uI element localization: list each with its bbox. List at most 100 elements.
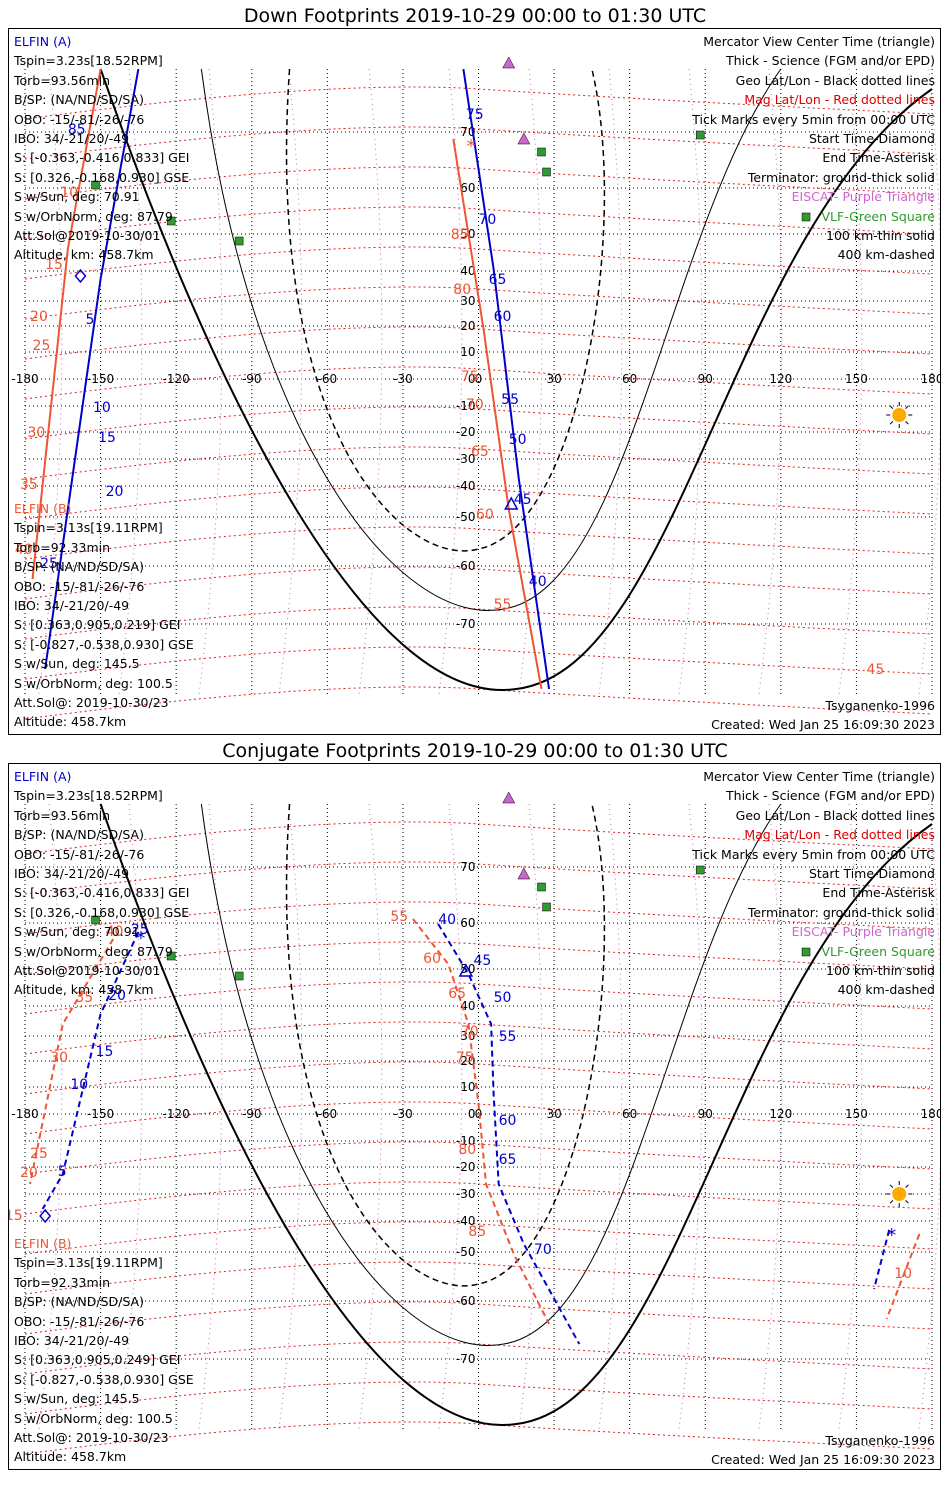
mag-latitude-line	[24, 1301, 933, 1335]
mag-longitude-line	[198, 68, 223, 695]
elfin-b-line: S w/Sun, deg: 145.5	[14, 1391, 140, 1407]
elfin-b-tick-label: 10	[894, 1266, 912, 1282]
lon-tick-label: 30	[546, 1107, 561, 1121]
legend-item: VLF-Green Square	[821, 208, 935, 224]
sun-icon	[886, 402, 913, 428]
map-canvas: -180 -150 -120 -90 -60 -30 0 30 60 90 120 150 180 70 6…	[9, 791, 940, 1455]
mag-latitude-line	[24, 981, 933, 1015]
elfin-a-tick-label: 85	[68, 122, 86, 138]
elfin-b-track	[31, 68, 102, 580]
mag-latitude-line	[24, 1341, 933, 1375]
elfin-a-info: ELFIN (A) Tspin=3.23s[18.52RPM] Torb=93.…	[14, 767, 189, 1000]
lon-tick-label: -30	[393, 372, 413, 386]
mag-longitude-line	[598, 68, 623, 695]
elfin-b-line: OBO: -15/-81/-26/-76	[14, 1313, 145, 1329]
square-icon	[537, 882, 546, 892]
terminator-100km	[200, 68, 782, 611]
elfin-b-line: Torb=92.33min	[14, 1274, 111, 1290]
lat-tick-label: 20	[460, 319, 475, 333]
square-icon	[695, 865, 705, 875]
diamond-icon	[39, 1208, 52, 1224]
mag-latitude-line	[24, 606, 933, 640]
elfin-b-label: ELFIN (B)	[14, 501, 72, 516]
sun-icon	[886, 1181, 913, 1207]
legend-item: Thick - Science (FGM and/or EPD)	[726, 53, 935, 69]
legend-item: VLF-Green Square	[821, 943, 935, 959]
elfin-b-track	[452, 138, 543, 690]
mag-latitude-line	[24, 126, 933, 160]
geo-grid	[24, 69, 933, 694]
mag-latitude-line	[24, 246, 933, 280]
elfin-a-tick-label: 55	[501, 392, 519, 408]
elfin-b-tick-label: 35	[20, 477, 38, 493]
elfin-a-tick-label: 70	[479, 212, 497, 228]
elfin-b-tick-label: 60	[423, 951, 441, 967]
triangle-icon	[458, 963, 474, 977]
triangle-icon	[517, 867, 531, 880]
lat-tick-label: 10	[460, 345, 475, 359]
mag-latitude-line	[24, 1381, 933, 1415]
lat-tick-label: 10	[460, 1080, 475, 1094]
mag-latitude-line	[24, 566, 933, 600]
elfin-a-line: S w/Sun, deg: 70.91	[14, 924, 140, 940]
sun-ray	[889, 1200, 894, 1204]
elfin-a-line: Torb=93.56min	[14, 72, 111, 88]
down-footprints-map: -180 -150 -120 -90 -60 -30 0 30 60 90 120 150 180 70 6…	[8, 28, 941, 735]
lon-tick-label: -60	[318, 372, 338, 386]
legend-item: Geo Lat/Lon - Black dotted lines	[735, 807, 935, 823]
elfin-b-tick-label: 70	[461, 1024, 479, 1040]
elfin-a-line: Tspin=3.23s[18.52RPM]	[14, 53, 163, 69]
elfin-a-line: IBO: 34/-21/20/-49	[14, 866, 130, 882]
asterisk-icon: *	[887, 1225, 896, 1246]
elfin-b-tick-label: 80	[453, 282, 471, 298]
mag-latitude-line	[24, 1221, 933, 1255]
lat-tick-label: -50	[456, 1245, 476, 1259]
asterisk-icon: *	[136, 928, 145, 949]
elfin-a-tick-label: 15	[98, 430, 116, 446]
elfin-a-line: Altitude, km: 458.7km	[14, 247, 154, 263]
elfin-a-line: S w/OrbNorm, deg: 87.79	[14, 208, 173, 224]
elfin-b-tick-label: 15	[45, 257, 63, 273]
sun-ray	[905, 1200, 909, 1204]
elfin-a-tick-label: 10	[93, 400, 111, 416]
mag-latitude-line	[24, 406, 933, 440]
stations	[91, 56, 811, 246]
mag-latitude-line	[24, 1141, 933, 1175]
legend: Mercator View Center Time (triangle) Thi…	[692, 32, 935, 265]
elfin-b-line: S w/OrbNorm, deg: 100.5	[14, 1410, 173, 1426]
elfin-a-tick-label: 70	[534, 1242, 552, 1258]
sun-ray	[905, 1184, 909, 1188]
elfin-b-tick-label: 55	[390, 909, 408, 925]
legend-item: Thick - Science (FGM and/or EPD)	[726, 788, 935, 804]
mag-longitude-line	[278, 803, 303, 1430]
mag-latitude-line	[24, 686, 933, 720]
elfin-a-tick-label: 50	[509, 432, 527, 448]
lat-tick-label: -20	[456, 1160, 476, 1174]
elfin-a-line: Att.Sol@2019-10-30/01	[14, 228, 161, 244]
mag-longitude-line	[278, 68, 303, 695]
lon-tick-label: -60	[318, 1107, 338, 1121]
legend-item: EISCAT- Purple Triangle	[791, 924, 935, 940]
elfin-b-line: OBO: -15/-81/-26/-76	[14, 578, 145, 594]
legend-item: Mercator View Center Time (triangle)	[703, 34, 935, 49]
elfin-b-line: S w/OrbNorm, deg: 100.5	[14, 675, 173, 691]
lat-tick-label: 0	[468, 372, 476, 386]
mag-latitude-line	[24, 901, 933, 935]
mag-latitude-line	[24, 486, 933, 520]
lon-tick-label: 150	[845, 1107, 868, 1121]
elfin-b-line: IBO: 34/-21/20/-49	[14, 1333, 130, 1349]
square-icon	[166, 951, 176, 961]
terminator-400km	[285, 68, 606, 552]
elfin-b-tick-label: 30	[50, 1050, 68, 1066]
model-label: Tsyganenko-1996	[825, 698, 935, 713]
elfin-b-tick-label: 20	[30, 309, 48, 325]
elfin-a-label: ELFIN (A)	[14, 769, 72, 784]
elfin-b-tick-label: 70	[466, 397, 484, 413]
elfin-b-tick-label: 55	[494, 597, 512, 613]
elfin-b-tick-label: 65	[448, 986, 466, 1002]
elfin-b-line: Tspin=3.13s[19.11RPM]	[14, 520, 163, 536]
mag-grid	[24, 803, 940, 1455]
lon-tick-label: 90	[698, 372, 713, 386]
sun-icon	[892, 408, 907, 422]
mag-longitude-line	[598, 803, 623, 1430]
